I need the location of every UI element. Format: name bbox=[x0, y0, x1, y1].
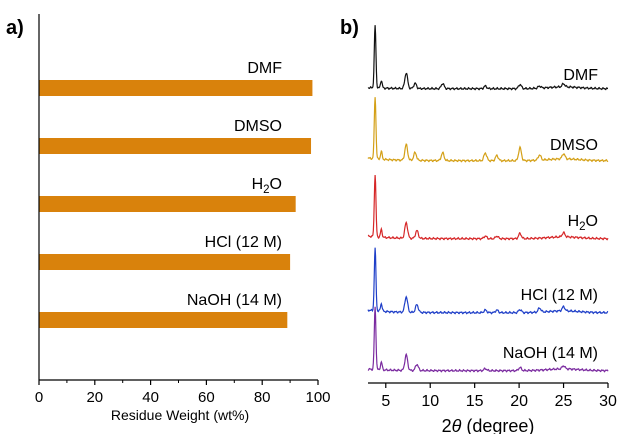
x-tick-label: 100 bbox=[305, 389, 330, 406]
bar-label: NaOH (14 M) bbox=[187, 292, 282, 309]
panel-b-label: b) bbox=[340, 17, 359, 39]
x-tick-label: 15 bbox=[466, 393, 484, 410]
series-line bbox=[367, 306, 609, 373]
panel-a-label: a) bbox=[6, 17, 24, 39]
x-tick-label: 25 bbox=[555, 393, 573, 410]
x-tick-label: 10 bbox=[421, 393, 439, 410]
x-axis: 0 20 40 60 80 100 bbox=[35, 14, 331, 406]
bar-label: DMF bbox=[247, 60, 282, 77]
x-tick-label: 30 bbox=[599, 393, 617, 410]
series-label: H2O bbox=[568, 213, 598, 233]
x-tick-label: 40 bbox=[142, 389, 159, 406]
x-axis: 5 10 15 20 25 30 bbox=[368, 382, 617, 410]
x-tick-label: 20 bbox=[510, 393, 528, 410]
x-tick-label: 0 bbox=[35, 389, 43, 406]
bar-group: DMF DMSO H2O HCl (12 M) NaOH (14 M) bbox=[39, 60, 313, 328]
x-axis-title-prefix: 2 bbox=[442, 416, 452, 434]
bar-label: H2O bbox=[252, 176, 282, 196]
x-tick-label: 60 bbox=[198, 389, 215, 406]
series-line bbox=[367, 25, 609, 91]
x-tick-label: 5 bbox=[381, 393, 390, 410]
series-label: DMSO bbox=[550, 137, 598, 154]
bar bbox=[39, 312, 288, 328]
series-line bbox=[367, 247, 609, 315]
series-group: DMF DMSO H2O HCl (12 M) NaOH (14 M) bbox=[367, 25, 609, 373]
bar-label: DMSO bbox=[234, 118, 282, 135]
bar-label: HCl (12 M) bbox=[205, 234, 282, 251]
bar bbox=[39, 254, 291, 270]
x-tick-label: 20 bbox=[86, 389, 103, 406]
series-line bbox=[367, 174, 609, 241]
series-label: DMF bbox=[563, 67, 598, 84]
x-axis-title: 2θ (degree) bbox=[442, 416, 535, 434]
series-line bbox=[367, 97, 609, 163]
bar bbox=[39, 138, 312, 154]
panel-a-bar-chart: a) DMF DMSO H2O HCl (12 M) NaOH (14 M) 0 20 40… bbox=[6, 14, 331, 423]
bar bbox=[39, 80, 313, 96]
x-tick-label: 80 bbox=[254, 389, 271, 406]
bar bbox=[39, 196, 296, 212]
x-axis-title-italic: θ bbox=[452, 416, 462, 434]
series-label: NaOH (14 M) bbox=[503, 345, 598, 362]
x-axis-title: Residue Weight (wt%) bbox=[111, 407, 249, 423]
series-label: HCl (12 M) bbox=[521, 287, 598, 304]
panel-b-line-chart: b) DMF DMSO H2O HCl (12 M) NaOH (14 M) 5 10 15… bbox=[340, 17, 617, 434]
x-axis-title-suffix: (degree) bbox=[461, 416, 534, 434]
